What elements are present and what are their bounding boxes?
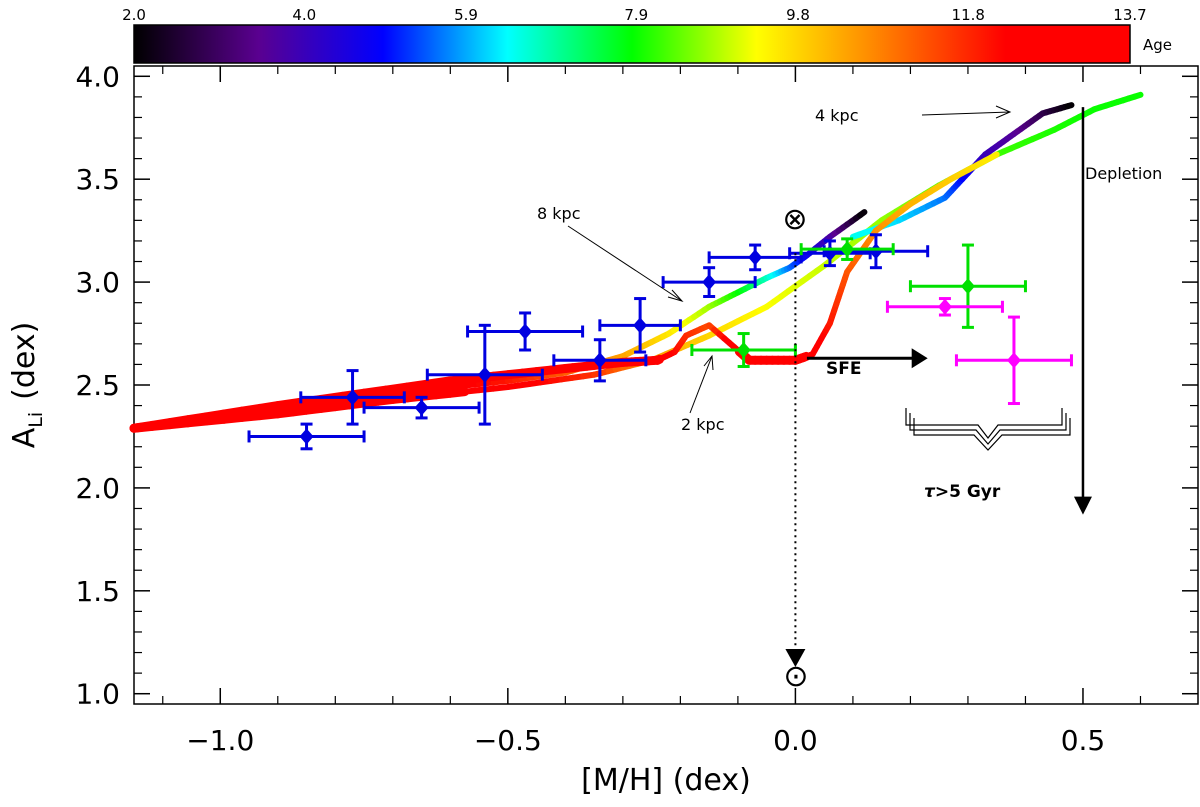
x-tick-label: −1.0 bbox=[186, 724, 254, 757]
observation-point bbox=[707, 243, 803, 272]
pointer-8kpc bbox=[567, 225, 683, 302]
depletion-label: Depletion bbox=[1085, 164, 1162, 183]
pointer-4kpc-head bbox=[995, 105, 1012, 119]
tau-brace bbox=[905, 408, 1071, 451]
model-tracks bbox=[129, 91, 1144, 433]
plot-frame bbox=[133, 65, 1199, 705]
annotations: ⊗ ⊙ SFE Depletion 8 kpc 4 kpc 2 kpc τ>5 … bbox=[537, 105, 1162, 694]
y-tick-labels: 1.0 1.5 2.0 2.5 3.0 3.5 4.0 bbox=[75, 60, 120, 710]
colorbar-tick-label: 9.8 bbox=[786, 6, 810, 24]
observations bbox=[247, 233, 1073, 451]
tau-label: τ>5 Gyr bbox=[924, 482, 1001, 502]
y-axis-title: ALi (dex) bbox=[7, 322, 47, 449]
data-marker bbox=[840, 241, 855, 258]
colorbar-ticks: 2.0 4.0 5.9 7.9 9.8 11.8 13.7 bbox=[122, 6, 1147, 24]
tau-symbol: τ bbox=[924, 482, 936, 502]
solar-photospheric-symbol: ⊙ bbox=[783, 659, 808, 694]
y-tick-label: 1.0 bbox=[75, 678, 120, 711]
pointer-4kpc bbox=[921, 111, 1011, 116]
data-marker bbox=[477, 366, 492, 383]
data-marker bbox=[518, 323, 533, 340]
pointer-8kpc-head bbox=[667, 289, 684, 302]
solar-meteoritic-symbol: ⊗ bbox=[782, 202, 807, 237]
data-marker bbox=[748, 249, 763, 266]
observation-point bbox=[466, 311, 585, 352]
observation-point bbox=[661, 266, 757, 299]
x-tick-label: 0.5 bbox=[1061, 724, 1106, 757]
label-2kpc: 2 kpc bbox=[681, 415, 724, 434]
data-marker bbox=[633, 317, 648, 334]
colorbar-label: Age bbox=[1143, 36, 1172, 54]
observation-point bbox=[299, 369, 406, 426]
colorbar-tick-label: 13.7 bbox=[1113, 6, 1146, 24]
observation-point bbox=[690, 332, 797, 368]
y-tick-label: 1.5 bbox=[75, 575, 120, 608]
y-axis-title-main: A bbox=[7, 427, 42, 448]
data-marker bbox=[937, 298, 952, 315]
data-marker bbox=[592, 352, 607, 369]
data-marker bbox=[414, 399, 429, 416]
y-tick-label: 3.0 bbox=[75, 266, 120, 299]
pointer-2kpc-head bbox=[703, 354, 714, 371]
model-track bbox=[129, 151, 1000, 433]
observation-point bbox=[552, 338, 648, 383]
colorbar-tick-label: 5.9 bbox=[454, 6, 478, 24]
data-marker bbox=[345, 389, 360, 406]
y-axis-title-unit: (dex) bbox=[7, 322, 42, 400]
track-segment bbox=[1064, 102, 1075, 110]
track-segment bbox=[1131, 91, 1144, 100]
observation-point bbox=[822, 233, 930, 270]
data-marker bbox=[1006, 352, 1021, 369]
pointer-2kpc bbox=[689, 355, 713, 414]
sfe-label: SFE bbox=[826, 359, 861, 379]
data-marker bbox=[960, 278, 975, 295]
colorbar: 2.0 4.0 5.9 7.9 9.8 11.8 13.7 Age bbox=[122, 6, 1172, 64]
x-axis-title: [M/H] (dex) bbox=[581, 763, 751, 798]
observation-point bbox=[954, 315, 1073, 406]
colorbar-tick-label: 2.0 bbox=[122, 6, 146, 24]
colorbar-tick-label: 11.8 bbox=[952, 6, 985, 24]
label-4kpc: 4 kpc bbox=[815, 106, 858, 125]
solar-arrowhead bbox=[785, 648, 806, 667]
data-marker bbox=[702, 274, 717, 291]
observation-point bbox=[908, 243, 1027, 329]
data-marker bbox=[299, 428, 314, 445]
depletion-arrowhead bbox=[1073, 496, 1092, 515]
track-segment bbox=[987, 151, 1000, 161]
sfe-arrowhead bbox=[911, 348, 928, 369]
colorbar-gradient bbox=[133, 24, 1131, 64]
observation-point bbox=[788, 239, 872, 268]
label-8kpc: 8 kpc bbox=[537, 204, 580, 223]
tau-label-rest: >5 Gyr bbox=[935, 482, 1001, 502]
y-tick-label: 3.5 bbox=[75, 163, 120, 196]
track-segment bbox=[857, 209, 868, 219]
model-track bbox=[129, 91, 1144, 433]
x-tick-label: −0.5 bbox=[474, 724, 542, 757]
observation-point bbox=[247, 422, 366, 451]
y-tick-label: 4.0 bbox=[75, 60, 120, 93]
axis-ticks bbox=[134, 66, 1198, 704]
colorbar-tick-label: 4.0 bbox=[292, 6, 316, 24]
observation-point bbox=[425, 323, 544, 426]
x-tick-labels: −1.0 −0.5 0.0 0.5 bbox=[186, 724, 1105, 757]
observation-point bbox=[885, 297, 1004, 317]
svg-text:ALi(dex): ALi (dex) bbox=[7, 322, 47, 449]
y-axis-title-sub: Li bbox=[25, 412, 47, 428]
data-marker bbox=[736, 342, 751, 359]
observation-point bbox=[598, 297, 682, 354]
data-marker bbox=[868, 243, 883, 260]
y-tick-label: 2.5 bbox=[75, 369, 120, 402]
observation-point bbox=[362, 395, 481, 420]
colorbar-tick-label: 7.9 bbox=[624, 6, 648, 24]
observation-point bbox=[799, 237, 895, 261]
y-tick-label: 2.0 bbox=[75, 472, 120, 505]
x-tick-label: 0.0 bbox=[773, 724, 818, 757]
